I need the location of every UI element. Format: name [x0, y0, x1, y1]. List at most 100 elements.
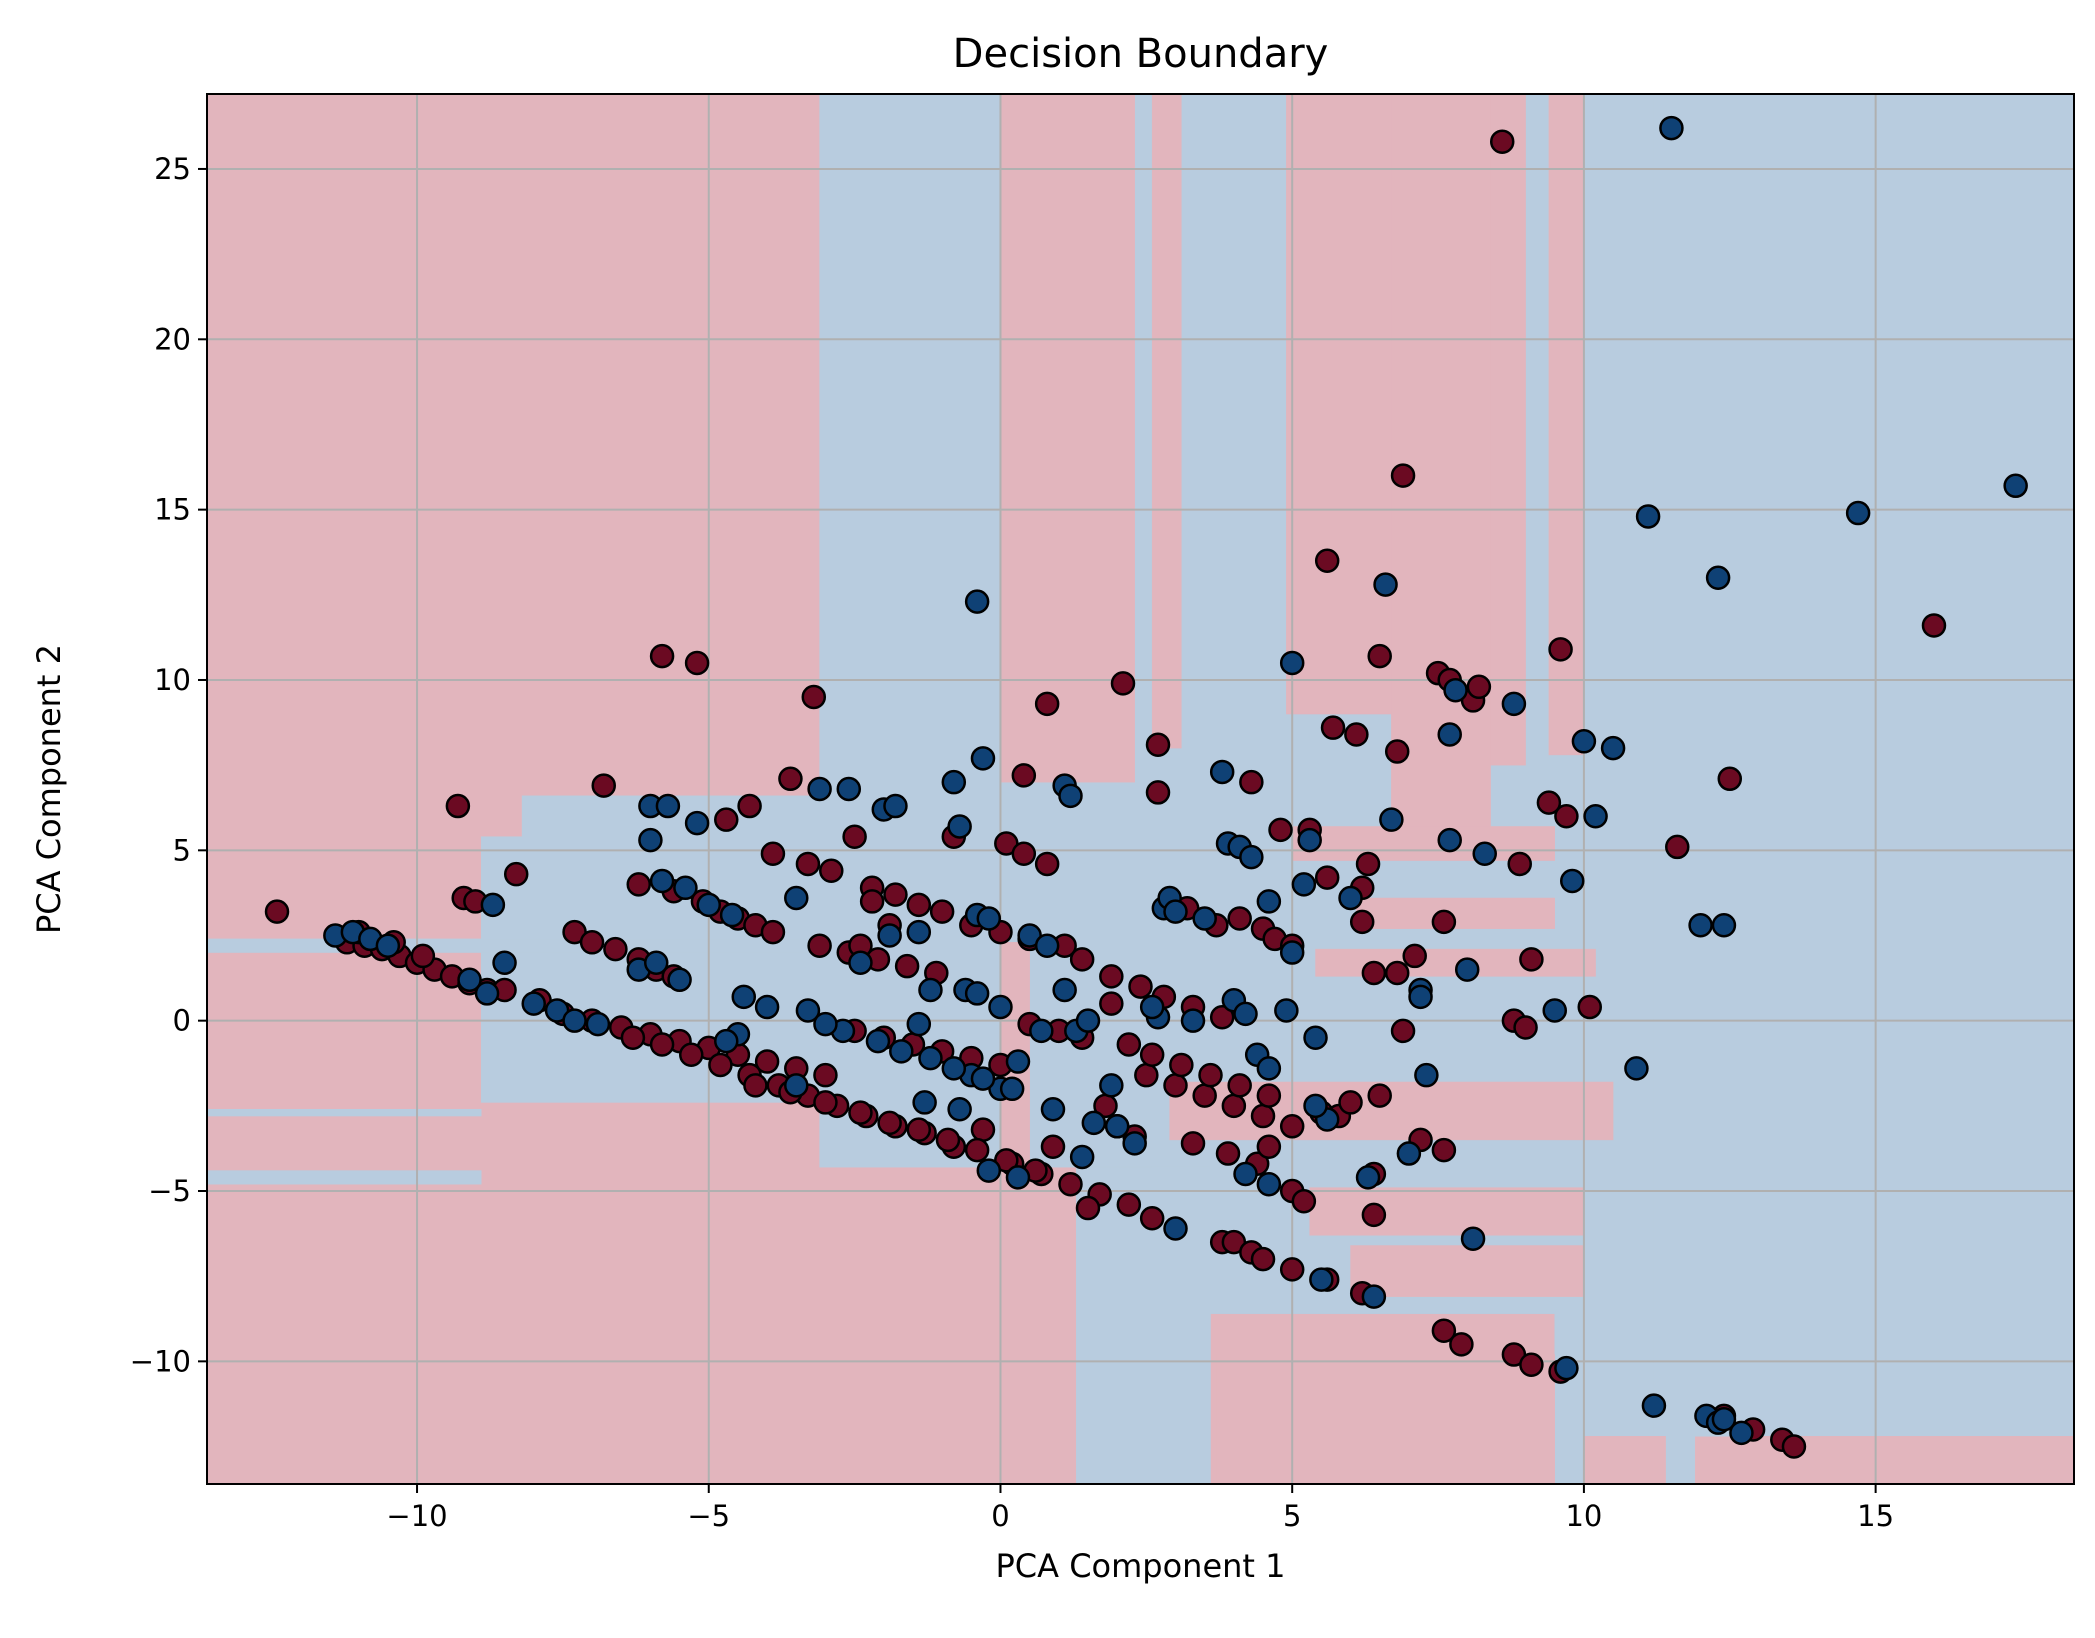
- data-point-red: [1011, 763, 1037, 788]
- data-point-red: [1058, 1171, 1083, 1197]
- data-point-blue: [1279, 940, 1305, 965]
- data-point-blue: [1139, 994, 1165, 1020]
- data-point-red: [1507, 851, 1532, 877]
- data-point-red: [1466, 674, 1492, 700]
- data-point-red: [1577, 994, 1602, 1020]
- region-blue: [1723, 570, 2074, 1110]
- data-point-blue: [1034, 933, 1060, 958]
- data-point-red: [795, 851, 821, 877]
- y-tick-label: 10: [154, 663, 191, 697]
- data-point-blue: [1163, 899, 1188, 924]
- data-point-red: [906, 1117, 932, 1142]
- data-point-blue: [731, 984, 757, 1010]
- data-point-blue: [970, 1066, 996, 1091]
- data-point-red: [929, 899, 955, 924]
- region-blue: [207, 1108, 482, 1117]
- data-point-blue: [1711, 913, 1737, 938]
- data-point-red: [1519, 947, 1544, 972]
- data-point-blue: [1711, 1407, 1737, 1432]
- x-tick-label: 15: [1857, 1499, 1894, 1533]
- x-axis-label: PCA Component 1: [995, 1547, 1285, 1585]
- data-point-blue: [1058, 783, 1083, 809]
- data-point-blue: [1274, 998, 1299, 1023]
- data-point-red: [1145, 780, 1171, 805]
- data-point-red: [1209, 1005, 1235, 1030]
- data-point-blue: [1239, 844, 1264, 870]
- data-point-blue: [696, 892, 722, 918]
- data-point-red: [1163, 1073, 1188, 1098]
- data-point-red: [1099, 964, 1124, 989]
- data-point-blue: [1641, 1393, 1667, 1418]
- data-point-red: [1781, 1434, 1807, 1459]
- grid-lines: [207, 94, 2074, 1484]
- data-point-red: [1355, 851, 1381, 877]
- data-point-red: [1227, 1073, 1252, 1098]
- data-point-blue: [585, 1011, 611, 1037]
- data-point-red: [1215, 1141, 1241, 1166]
- data-point-red: [649, 643, 675, 669]
- plot-frame: [206, 93, 2075, 1485]
- data-point-red: [503, 861, 529, 887]
- data-point-blue: [1729, 1420, 1754, 1446]
- data-point-red: [894, 953, 920, 979]
- data-point-red: [813, 1062, 838, 1088]
- data-point-blue: [638, 827, 663, 853]
- data-point-blue: [976, 906, 1002, 931]
- data-point-red: [620, 1025, 646, 1050]
- data-point-red: [1227, 906, 1252, 931]
- data-point-blue: [1688, 913, 1713, 938]
- data-point-red: [1361, 960, 1387, 986]
- data-point-blue: [1291, 872, 1317, 897]
- region-blue: [1665, 1436, 1696, 1484]
- data-point-blue: [1379, 807, 1404, 832]
- data-point-red: [1198, 1062, 1223, 1088]
- region-red: [1391, 94, 1491, 827]
- data-point-blue: [807, 776, 832, 802]
- data-point-blue: [754, 994, 780, 1020]
- data-point-blue: [1256, 1056, 1282, 1081]
- data-point-red: [1192, 1083, 1217, 1108]
- data-point-blue: [1052, 977, 1077, 1003]
- data-point-red: [1034, 691, 1060, 717]
- data-point-blue: [375, 933, 401, 958]
- data-point-red: [1069, 947, 1095, 972]
- data-point-red: [603, 936, 628, 962]
- data-point-red: [1349, 909, 1375, 935]
- data-point-red: [1169, 1052, 1194, 1078]
- data-point-red: [754, 1049, 780, 1074]
- x-axis-ticks: −10 −5 0 5 10 15: [386, 1484, 1894, 1533]
- data-point-blue: [784, 885, 809, 911]
- data-point-red: [1250, 1246, 1276, 1272]
- y-tick-label: 0: [173, 1004, 191, 1038]
- data-point-red: [1139, 1042, 1165, 1067]
- data-point-red: [1431, 909, 1457, 935]
- data-point-red: [970, 1117, 996, 1142]
- data-point-blue: [1081, 1110, 1107, 1136]
- data-point-red: [1075, 1195, 1101, 1221]
- data-point-blue: [457, 967, 482, 993]
- data-point-blue: [1005, 1165, 1031, 1190]
- data-point-blue: [649, 868, 675, 894]
- data-point-blue: [1069, 1144, 1095, 1170]
- data-point-blue: [1542, 998, 1567, 1023]
- data-point-red: [410, 943, 436, 969]
- data-point-blue: [1460, 1226, 1486, 1251]
- region-red: [1583, 1436, 1666, 1484]
- data-point-red: [859, 889, 885, 914]
- x-tick-label: 10: [1565, 1499, 1602, 1533]
- data-point-blue: [1297, 827, 1322, 853]
- data-point-blue: [1104, 1114, 1130, 1139]
- data-point-blue: [521, 991, 546, 1016]
- data-point-blue: [941, 769, 967, 795]
- data-point-blue: [1408, 984, 1433, 1010]
- data-point-red: [1338, 1090, 1363, 1115]
- data-point-red: [877, 1110, 902, 1136]
- data-point-red: [579, 930, 605, 955]
- data-point-blue: [667, 967, 692, 993]
- data-point-blue: [1309, 1267, 1334, 1292]
- data-point-red: [737, 793, 762, 819]
- data-point-red: [1390, 1018, 1416, 1044]
- data-point-blue: [474, 981, 500, 1006]
- data-point-blue: [480, 892, 506, 918]
